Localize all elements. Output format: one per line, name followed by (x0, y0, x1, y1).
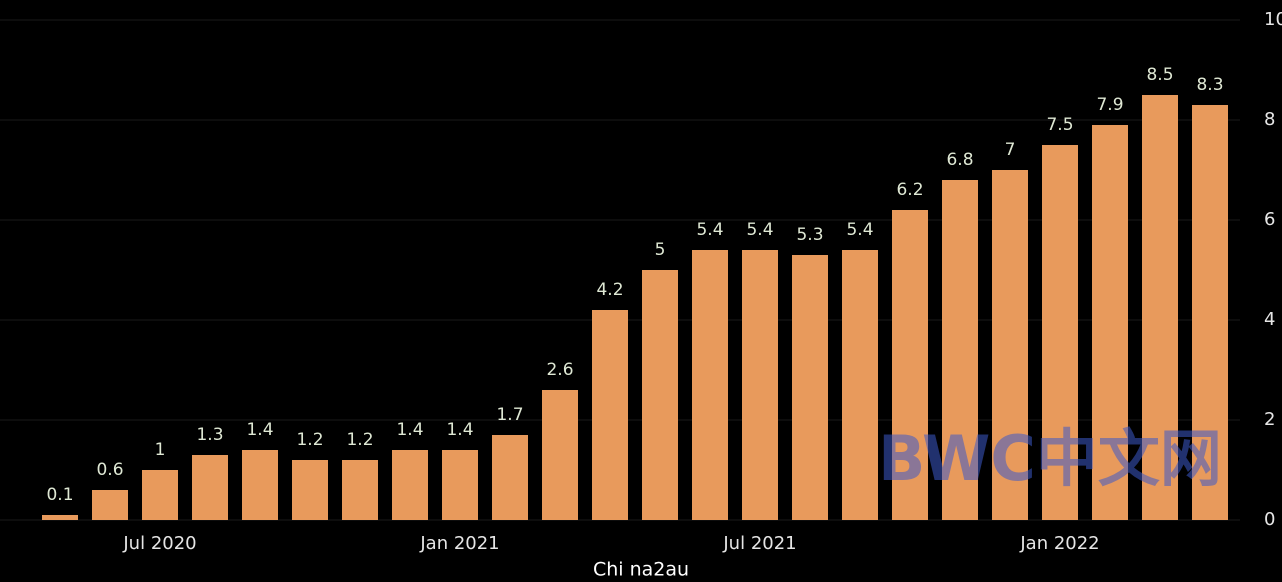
y-tick-label: 10 (1264, 9, 1282, 30)
value-label: 4.2 (596, 280, 623, 300)
value-label: 5.4 (746, 220, 773, 240)
value-label: 5.3 (796, 225, 823, 245)
bar (492, 435, 528, 520)
bar (442, 450, 478, 520)
value-label: 7.5 (1046, 115, 1073, 135)
bar (92, 490, 128, 520)
value-label: 6.2 (896, 180, 923, 200)
value-label: 8.5 (1146, 65, 1173, 85)
y-tick-label: 0 (1264, 509, 1275, 530)
bar (592, 310, 628, 520)
value-label: 7 (1005, 140, 1016, 160)
bar (1042, 145, 1078, 520)
bar (542, 390, 578, 520)
y-tick-label: 8 (1264, 109, 1275, 130)
value-label: 5.4 (696, 220, 723, 240)
bar (742, 250, 778, 520)
value-label: 0.6 (96, 460, 123, 480)
bar (342, 460, 378, 520)
value-label: 5 (655, 240, 666, 260)
bar (142, 470, 178, 520)
value-label: 2.6 (546, 360, 573, 380)
value-label: 7.9 (1096, 95, 1123, 115)
x-tick-label: Jan 2021 (419, 533, 499, 554)
bar (392, 450, 428, 520)
bar (842, 250, 878, 520)
value-label: 1 (155, 440, 166, 460)
value-label: 1.3 (196, 425, 223, 445)
watermark: BWC中文网 (878, 422, 1222, 495)
value-label: 8.3 (1196, 75, 1223, 95)
value-label: 6.8 (946, 150, 973, 170)
value-label: 1.4 (246, 420, 273, 440)
bar (692, 250, 728, 520)
y-tick-label: 2 (1264, 409, 1275, 430)
value-label: 0.1 (46, 485, 73, 505)
x-tick-label: Jul 2020 (122, 533, 196, 554)
value-label: 1.7 (496, 405, 523, 425)
bar (192, 455, 228, 520)
bar (1092, 125, 1128, 520)
bar (1142, 95, 1178, 520)
value-label: 5.4 (846, 220, 873, 240)
value-label: 1.2 (346, 430, 373, 450)
bar (642, 270, 678, 520)
bar (42, 515, 78, 520)
bar (1192, 105, 1228, 520)
y-tick-label: 6 (1264, 209, 1275, 230)
bar (792, 255, 828, 520)
value-label: 1.2 (296, 430, 323, 450)
value-label: 1.4 (396, 420, 423, 440)
bar (892, 210, 928, 520)
x-tick-label: Jan 2022 (1019, 533, 1099, 554)
bar (242, 450, 278, 520)
bar (292, 460, 328, 520)
value-label: 1.4 (446, 420, 473, 440)
x-tick-label: Jul 2021 (722, 533, 796, 554)
bar (992, 170, 1028, 520)
bar (942, 180, 978, 520)
source-text: Chi na2au (593, 559, 689, 581)
y-tick-label: 4 (1264, 309, 1275, 330)
